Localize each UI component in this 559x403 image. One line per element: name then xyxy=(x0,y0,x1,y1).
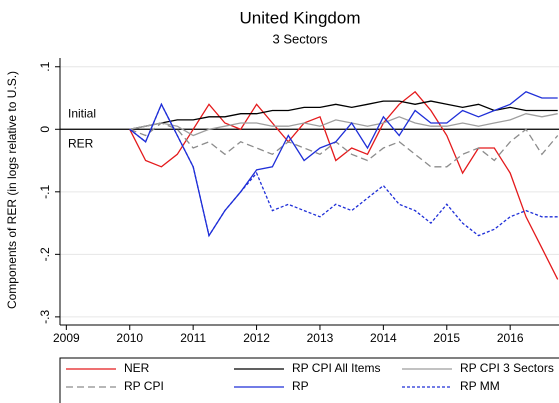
legend-box xyxy=(59,357,559,403)
chart-title: United Kingdom xyxy=(240,8,361,27)
x-tick-label: 2014 xyxy=(370,331,397,345)
series-line xyxy=(129,91,558,238)
x-tick-label: 2013 xyxy=(307,331,334,345)
y-tick-label: -.2 xyxy=(38,247,52,261)
legend-label: RP MM xyxy=(460,379,500,393)
chart-subtitle: 3 Sectors xyxy=(273,31,328,46)
annotation: Initial xyxy=(68,106,96,120)
y-tick-label: .1 xyxy=(38,61,52,71)
x-tick-label: 2015 xyxy=(433,331,460,345)
annotation: RER xyxy=(68,136,94,150)
series-line xyxy=(129,100,558,130)
series-line xyxy=(129,90,559,280)
legend-label: RP CPI 3 Sectors xyxy=(460,361,554,375)
series-line xyxy=(129,113,558,137)
legend-label: RP CPI xyxy=(124,379,164,393)
legend-label: RP CPI All Items xyxy=(292,361,380,375)
y-tick-label: -.3 xyxy=(38,310,52,324)
legend-label: NER xyxy=(124,361,150,375)
y-tick-label: -.1 xyxy=(38,184,52,198)
series-line xyxy=(129,102,558,238)
series-line xyxy=(129,122,559,168)
x-tick-label: 2016 xyxy=(497,331,524,345)
x-tick-label: 2012 xyxy=(243,331,270,345)
x-tick-label: 2011 xyxy=(180,331,206,345)
plot-area xyxy=(129,90,559,280)
y-axis-label: Components of RER (in logs relative to U… xyxy=(5,71,19,309)
x-tick-label: 2009 xyxy=(53,331,80,345)
legend-label: RP xyxy=(292,379,309,393)
x-tick-label: 2010 xyxy=(116,331,143,345)
y-tick-label: 0 xyxy=(38,126,52,133)
